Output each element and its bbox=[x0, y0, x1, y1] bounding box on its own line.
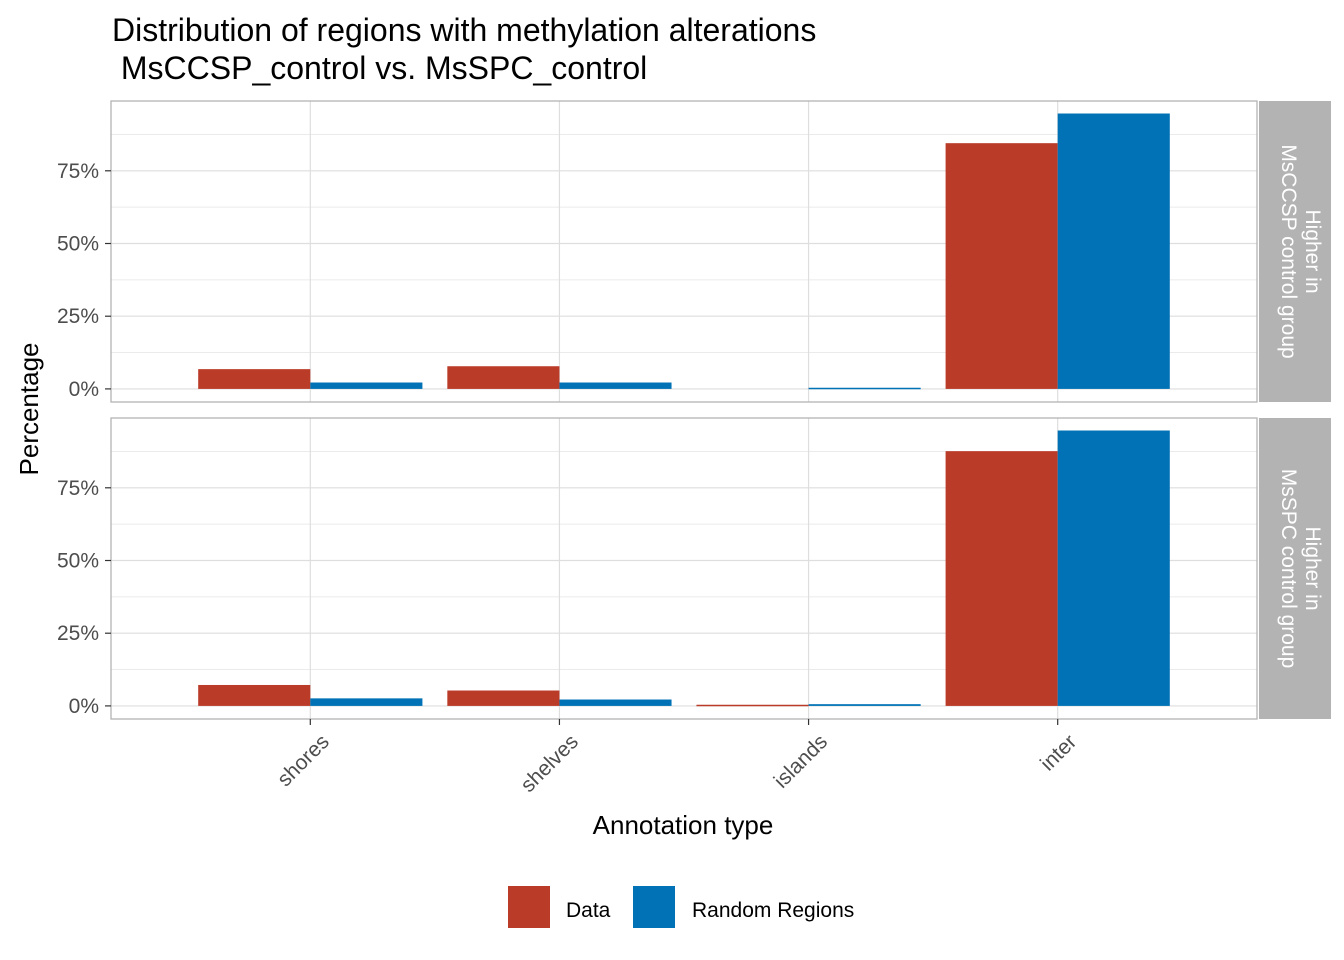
x-tick-label-inter: inter bbox=[1036, 730, 1081, 775]
x-tick-label-shores: shores bbox=[273, 730, 334, 791]
y-tick-label: 0% bbox=[69, 695, 99, 718]
bar-random-regions-inter bbox=[1057, 113, 1170, 389]
facet-strip-label-line1: Higher in bbox=[1301, 526, 1324, 610]
legend-label-random-regions: Random Regions bbox=[692, 899, 854, 922]
legend-key-data bbox=[508, 886, 550, 928]
facet-strip bbox=[1259, 101, 1331, 402]
bar-random-regions-shelves bbox=[559, 382, 672, 389]
bar-data-inter bbox=[945, 143, 1058, 389]
y-tick-label: 25% bbox=[57, 622, 99, 645]
chart-title-line1: Distribution of regions with methylation… bbox=[112, 12, 816, 48]
facet-strip-label-line2: MsSPC control group bbox=[1277, 469, 1300, 669]
x-axis-title: Annotation type bbox=[593, 810, 774, 840]
y-tick-label: 50% bbox=[57, 233, 99, 256]
bar-random-regions-islands bbox=[808, 387, 921, 390]
legend-label-data: Data bbox=[566, 899, 611, 922]
y-tick-label: 0% bbox=[69, 378, 99, 401]
bar-data-shores bbox=[198, 369, 311, 389]
x-axis-ticks: shores shelves islands inter bbox=[273, 719, 1081, 797]
bar-random-regions-shelves bbox=[559, 699, 672, 706]
bar-data-shelves bbox=[447, 366, 560, 389]
chart-title-line2: MsCCSP_control vs. MsSPC_control bbox=[112, 50, 647, 86]
legend: Data Random Regions bbox=[508, 886, 854, 928]
y-tick-label: 75% bbox=[57, 477, 99, 500]
bar-data-shelves bbox=[447, 690, 560, 706]
bar-random-regions-islands bbox=[808, 704, 921, 706]
y-axis-title: Percentage bbox=[14, 343, 44, 476]
legend-key-random-regions bbox=[633, 886, 675, 928]
y-tick-label: 75% bbox=[57, 160, 99, 183]
bar-data-islands bbox=[696, 704, 809, 707]
x-tick-label-shelves: shelves bbox=[516, 730, 583, 797]
facet-strip bbox=[1259, 418, 1331, 719]
panel-border bbox=[110, 100, 1258, 403]
y-tick-label: 50% bbox=[57, 550, 99, 573]
bar-data-inter bbox=[945, 451, 1058, 706]
bar-random-regions-inter bbox=[1057, 430, 1170, 706]
bar-data-shores bbox=[198, 684, 311, 706]
y-tick-label: 25% bbox=[57, 305, 99, 328]
facet-strip-label-line1: Higher in bbox=[1301, 209, 1324, 293]
panel-border bbox=[110, 417, 1258, 720]
facet-strip-label-line2: MsCCSP control group bbox=[1277, 144, 1300, 358]
bar-random-regions-shores bbox=[310, 382, 423, 389]
x-tick-label-islands: islands bbox=[770, 730, 832, 792]
bar-random-regions-shores bbox=[310, 698, 423, 706]
